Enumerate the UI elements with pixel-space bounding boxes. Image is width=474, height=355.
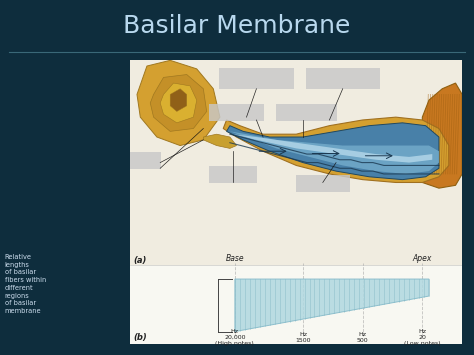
Polygon shape bbox=[150, 75, 207, 131]
Text: Relative
lengths
of basilar
fibers within
different
regions
of basilar
membrane: Relative lengths of basilar fibers withi… bbox=[5, 254, 46, 314]
Polygon shape bbox=[422, 83, 462, 188]
FancyBboxPatch shape bbox=[210, 104, 264, 121]
FancyBboxPatch shape bbox=[210, 166, 257, 183]
Polygon shape bbox=[235, 279, 429, 332]
Polygon shape bbox=[227, 123, 439, 180]
Polygon shape bbox=[137, 60, 220, 146]
Text: (a): (a) bbox=[134, 256, 147, 265]
Polygon shape bbox=[230, 131, 439, 174]
FancyBboxPatch shape bbox=[219, 68, 293, 89]
Text: Basilar Membrane: Basilar Membrane bbox=[123, 13, 351, 38]
FancyBboxPatch shape bbox=[130, 60, 462, 265]
Polygon shape bbox=[223, 117, 449, 182]
Text: Hz
20,000
(High notes): Hz 20,000 (High notes) bbox=[216, 328, 254, 346]
Polygon shape bbox=[233, 134, 432, 163]
FancyBboxPatch shape bbox=[306, 68, 380, 89]
Text: Apex: Apex bbox=[413, 255, 432, 263]
FancyBboxPatch shape bbox=[276, 104, 337, 121]
FancyBboxPatch shape bbox=[130, 265, 462, 344]
Polygon shape bbox=[170, 89, 187, 111]
Text: Hz
1500: Hz 1500 bbox=[295, 332, 310, 343]
Text: Hz
500: Hz 500 bbox=[357, 332, 368, 343]
Polygon shape bbox=[160, 83, 197, 123]
Text: Hz
20
(Low notes): Hz 20 (Low notes) bbox=[404, 328, 441, 346]
Polygon shape bbox=[203, 134, 237, 148]
FancyBboxPatch shape bbox=[296, 175, 350, 192]
Text: (b): (b) bbox=[134, 333, 147, 342]
FancyBboxPatch shape bbox=[130, 152, 161, 169]
Text: Base: Base bbox=[226, 255, 244, 263]
